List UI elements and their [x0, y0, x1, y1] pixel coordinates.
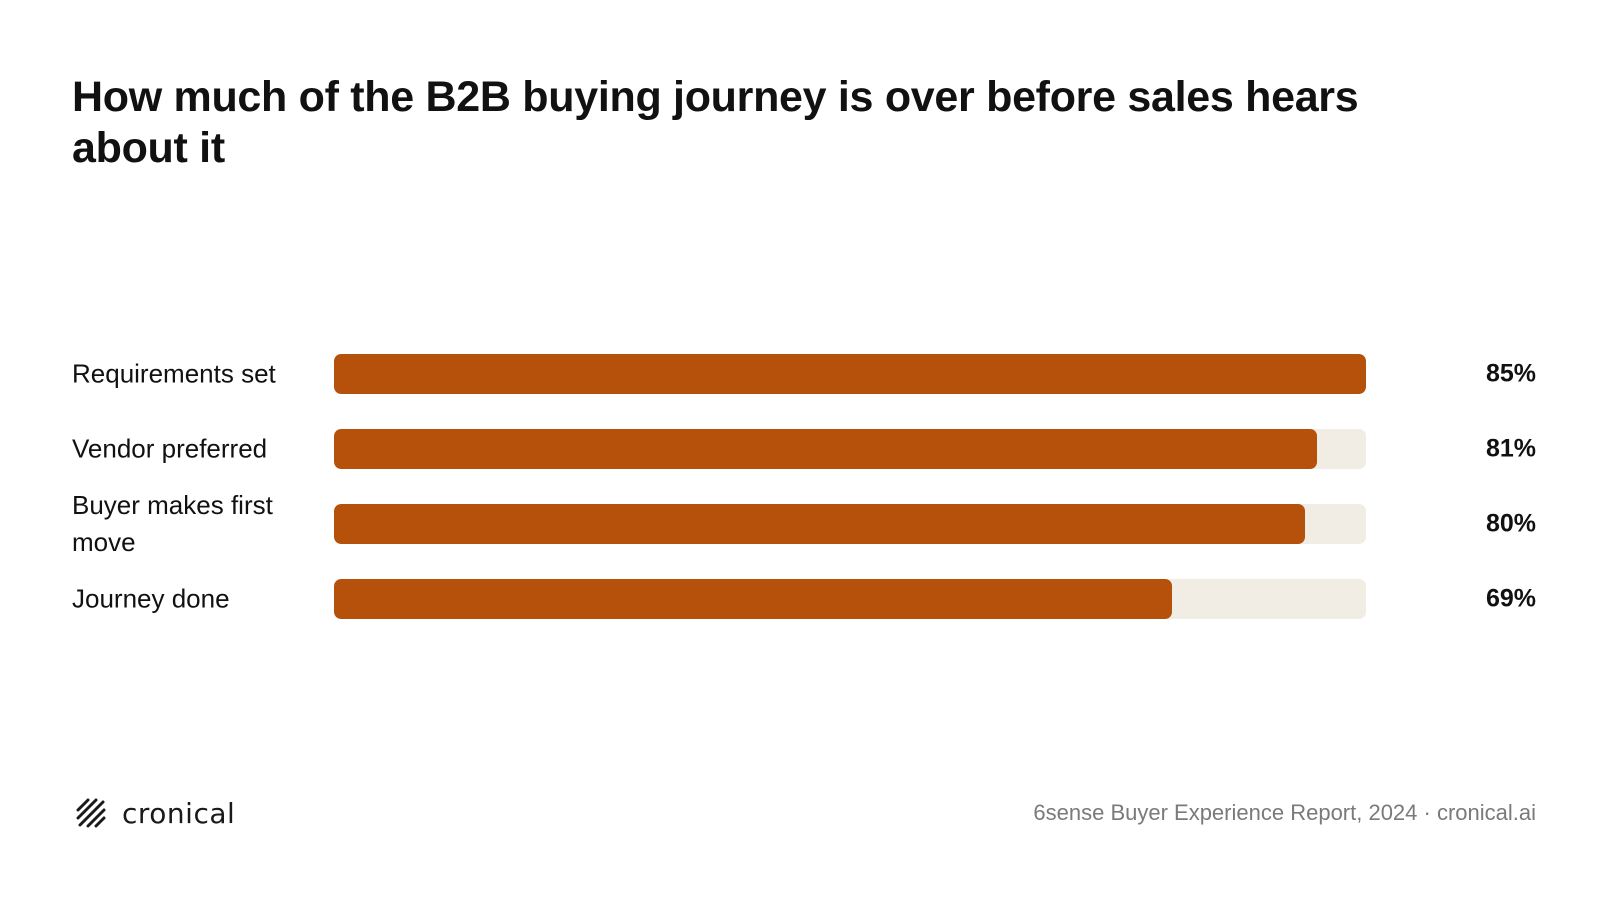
bar [334, 579, 1172, 619]
bar-track [334, 579, 1366, 619]
chart-title: How much of the B2B buying journey is ov… [72, 73, 1359, 172]
bar [334, 429, 1318, 469]
footer-logo: cronical [76, 796, 236, 830]
logo-wordmark: cronical [122, 796, 236, 830]
cronical-logo-icon [76, 798, 106, 828]
bar-row: Journey done 69% [0, 579, 1600, 619]
category-label: Requirements set [72, 358, 276, 389]
bar-track [334, 429, 1366, 469]
value-label: 81% [1485, 434, 1536, 463]
value-label: 80% [1485, 509, 1536, 538]
value-label: 85% [1485, 359, 1536, 388]
source-note: 6sense Buyer Experience Report, 2024 · c… [1033, 800, 1536, 825]
bar-track [334, 504, 1366, 544]
bar [334, 354, 1366, 394]
bar-row: Buyer makes first move 80% [0, 490, 1600, 557]
bar-track [334, 354, 1366, 394]
category-label: Buyer makes first move [72, 490, 273, 557]
bar-row: Vendor preferred 81% [0, 429, 1600, 469]
bar-row: Requirements set 85% [0, 354, 1600, 394]
bar [334, 504, 1306, 544]
category-label: Vendor preferred [72, 433, 268, 464]
category-label: Journey done [72, 583, 230, 614]
value-label: 69% [1485, 584, 1536, 613]
